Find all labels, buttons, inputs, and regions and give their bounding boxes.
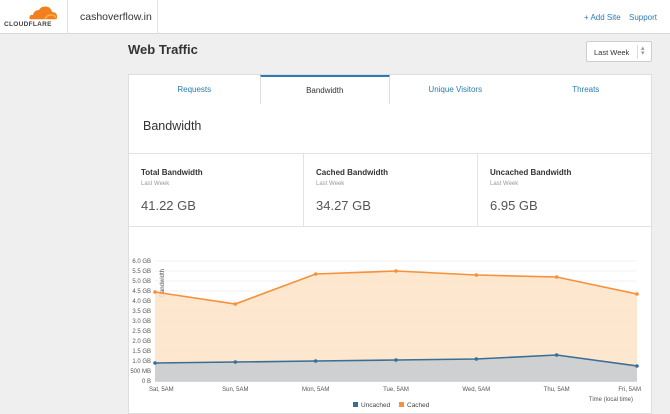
stat-value: 6.95 GB — [490, 198, 538, 213]
cloudflare-logo[interactable]: CLOUDFLARE — [0, 0, 68, 34]
y-tick-label: 5.0 GB — [132, 279, 151, 285]
tab-bandwidth[interactable]: Bandwidth — [259, 75, 390, 104]
uncached-point — [554, 353, 559, 357]
stat-period: Last Week — [316, 181, 345, 187]
cached-point — [394, 269, 398, 273]
select-divider — [637, 45, 638, 59]
uncached-point — [474, 357, 479, 361]
cached-point — [153, 290, 157, 294]
x-axis-label: Time (local time) — [589, 397, 633, 403]
cached-point — [635, 292, 639, 296]
legend-swatch-cached — [399, 402, 404, 407]
add-site-link[interactable]: + Add Site — [584, 13, 621, 22]
cloud-logo-icon — [29, 6, 58, 21]
stat-total-bandwidth: Total Bandwidth Last Week 41.22 GB — [129, 154, 303, 226]
stat-value: 41.22 GB — [141, 198, 196, 213]
x-tick-label: Sun, 5AM — [222, 387, 248, 393]
cached-point — [313, 272, 318, 276]
y-tick-label: 1.5 GB — [132, 349, 151, 355]
y-tick-label: 3.0 GB — [132, 319, 151, 325]
uncached-point — [313, 359, 318, 363]
uncached-point — [153, 361, 157, 365]
time-range-value: Last Week — [594, 48, 630, 57]
tab-threats[interactable]: Threats — [520, 75, 651, 103]
y-tick-label: 0 B — [142, 379, 151, 385]
stat-period: Last Week — [141, 181, 170, 187]
legend-label-cached: Cached — [407, 402, 430, 409]
stat-value: 34.27 GB — [316, 198, 371, 213]
y-tick-label: 3.5 GB — [132, 309, 151, 315]
stat-label: Cached Bandwidth — [316, 168, 389, 177]
time-range-select[interactable]: Last Week ▴ ▾ — [586, 41, 652, 62]
uncached-point — [233, 360, 238, 364]
bandwidth-stats: Total Bandwidth Last Week 41.22 GB Cache… — [129, 153, 651, 227]
updown-chevron-icon: ▴ ▾ — [641, 45, 645, 57]
page-title: Web Traffic — [128, 42, 198, 57]
tab-unique-visitors[interactable]: Unique Visitors — [390, 75, 521, 103]
x-tick-label: Sat, 5AM — [149, 387, 174, 393]
y-tick-label: 4.5 GB — [132, 289, 151, 295]
x-tick-label: Wed, 5AM — [462, 387, 490, 393]
cached-point — [474, 273, 479, 277]
top-navigation-bar: CLOUDFLARE cashoverflow.in + Add Site Su… — [0, 0, 670, 34]
y-tick-label: 1.0 GB — [132, 359, 151, 365]
cached-area — [155, 271, 637, 381]
y-tick-label: 4.0 GB — [132, 299, 151, 305]
stat-label: Uncached Bandwidth — [490, 168, 572, 177]
x-tick-label: Tue, 5AM — [383, 387, 409, 393]
y-tick-label: 5.5 GB — [132, 269, 151, 275]
legend-label-uncached: Uncached — [361, 402, 391, 409]
logo-wordmark: CLOUDFLARE — [4, 21, 52, 28]
header-divider — [157, 0, 158, 34]
metric-tabs: Requests Bandwidth Unique Visitors Threa… — [129, 75, 651, 104]
analytics-panel: Requests Bandwidth Unique Visitors Threa… — [128, 74, 652, 414]
cached-point — [233, 302, 238, 306]
x-tick-label: Thu, 5AM — [544, 387, 570, 393]
active-domain[interactable]: cashoverflow.in — [80, 11, 152, 23]
y-tick-label: 2.0 GB — [132, 339, 151, 345]
y-axis-label: Bandwidth — [160, 269, 166, 297]
section-title: Bandwidth — [143, 119, 202, 133]
y-tick-label: 500 MB — [130, 369, 151, 375]
legend-swatch-uncached — [353, 402, 358, 407]
uncached-point — [635, 364, 639, 368]
stat-label: Total Bandwidth — [141, 168, 203, 177]
bandwidth-chart: 0 B 500 MB 1.0 GB 1.5 GB 2.0 GB 2.5 GB 3.0 GB 3… — [129, 245, 651, 414]
x-tick-label: Mon, 5AM — [302, 387, 329, 393]
support-link[interactable]: Support — [629, 13, 658, 22]
uncached-area — [155, 355, 637, 381]
stat-period: Last Week — [490, 181, 519, 187]
bandwidth-area-chart: 0 B 500 MB 1.0 GB 1.5 GB 2.0 GB 2.5 GB 3.0 GB 3… — [130, 259, 641, 409]
y-tick-label: 2.5 GB — [132, 329, 151, 335]
y-tick-label: 6.0 GB — [132, 259, 151, 265]
cached-point — [554, 275, 559, 279]
uncached-point — [394, 358, 398, 362]
tab-requests[interactable]: Requests — [129, 75, 260, 103]
stat-cached-bandwidth: Cached Bandwidth Last Week 34.27 GB — [303, 154, 477, 226]
x-tick-label: Fri, 5AM — [618, 387, 641, 393]
stat-uncached-bandwidth: Uncached Bandwidth Last Week 6.95 GB — [477, 154, 651, 226]
